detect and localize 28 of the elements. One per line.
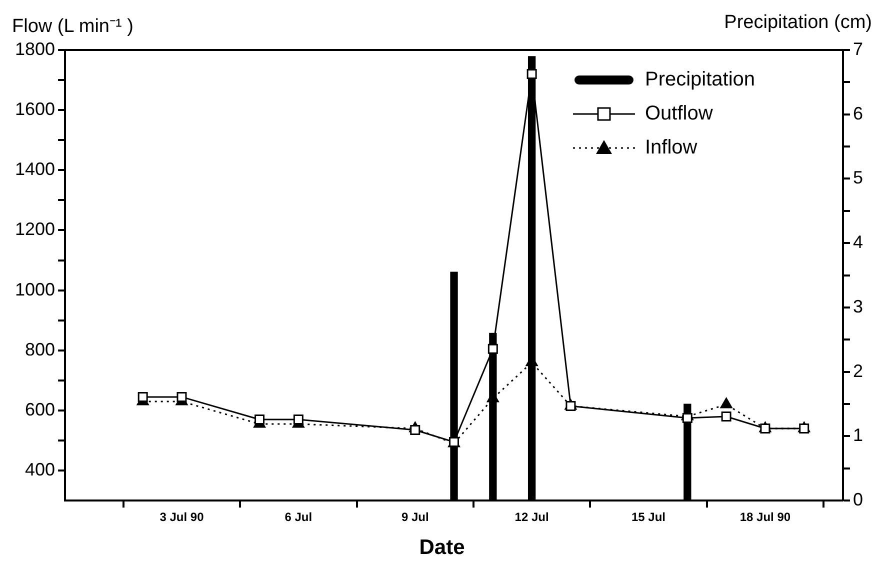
y2-axis-title: Precipitation (cm) bbox=[724, 12, 872, 34]
x-tick-label: 18 Jul 90 bbox=[740, 510, 791, 524]
y-tick-label: 800 bbox=[24, 339, 56, 360]
y2-tick-label: 0 bbox=[852, 490, 864, 510]
x-tick-label: 9 Jul bbox=[401, 510, 429, 524]
legend-label: Precipitation bbox=[644, 68, 756, 91]
y2-tick-label: 3 bbox=[852, 296, 864, 316]
y-tick-label: 1200 bbox=[14, 219, 56, 240]
y-tick-label: 1600 bbox=[14, 99, 56, 120]
y-tick-label: 400 bbox=[24, 460, 56, 480]
y-tick-label: 1400 bbox=[14, 159, 56, 180]
y2-tick-label: 1 bbox=[852, 425, 864, 446]
y2-tick-label: 7 bbox=[852, 38, 864, 59]
x-axis-title: Date bbox=[418, 536, 466, 560]
legend-label: Outflow bbox=[644, 102, 714, 125]
x-tick-label: 3 Jul 90 bbox=[160, 510, 204, 524]
y-axis-title: Flow (L min⁻¹ ) bbox=[12, 15, 134, 38]
x-tick-label: 6 Jul bbox=[284, 510, 312, 524]
y-tick-label: 1800 bbox=[14, 38, 56, 59]
legend-label: Inflow bbox=[644, 136, 698, 159]
y-tick-label: 1000 bbox=[14, 279, 56, 300]
x-tick-label: 15 Jul bbox=[631, 510, 666, 524]
y2-tick-label: 4 bbox=[852, 232, 864, 252]
y-tick-label: 600 bbox=[24, 399, 56, 420]
y2-tick-label: 2 bbox=[852, 360, 864, 381]
y2-tick-label: 5 bbox=[852, 168, 864, 188]
x-tick-label: 12 Jul bbox=[514, 510, 549, 524]
y2-tick-label: 6 bbox=[852, 103, 864, 124]
